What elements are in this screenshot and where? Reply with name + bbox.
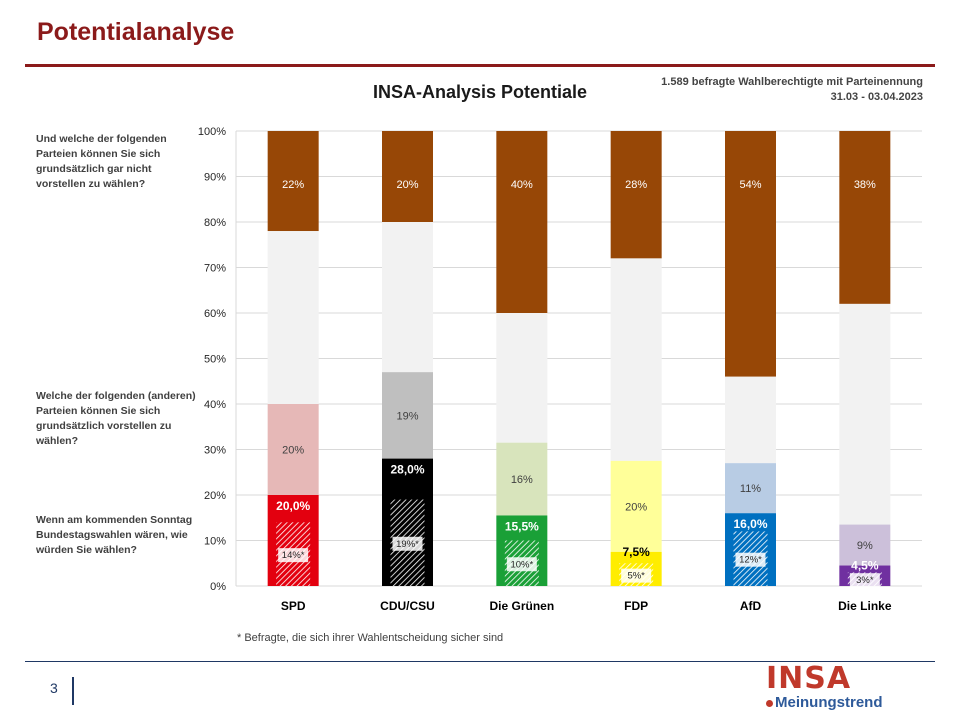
x-category-label: FDP [624, 599, 648, 613]
neutral-bar [267, 231, 319, 404]
certain-voters-label-box [392, 536, 423, 551]
potential-bar [839, 524, 891, 566]
certain-voters-label: 14%* [282, 550, 305, 561]
potential-bar [267, 404, 319, 495]
y-tick-label: 80% [204, 217, 226, 229]
potential-label: 20% [625, 501, 647, 513]
y-tick-label: 20% [204, 490, 226, 502]
rejection-label: 20% [396, 179, 418, 191]
rejection-label: 38% [854, 179, 876, 191]
logo-dot-icon [766, 699, 773, 707]
neutral-bar [382, 222, 433, 373]
y-tick-label: 70% [204, 263, 226, 275]
certain-voters-label-box [735, 552, 766, 567]
vote-intention-label: 20,0% [276, 499, 310, 513]
y-tick-label: 90% [204, 172, 226, 184]
sample-size-label: 1.589 befragte Wahlberechtigte mit Parte… [661, 76, 923, 88]
grid-lines [236, 130, 922, 587]
potential-bar [496, 442, 548, 516]
rejection-label: 22% [282, 179, 304, 191]
rejection-label: 28% [625, 179, 647, 191]
logo-subtitle: Meinungstrend [775, 694, 883, 711]
question-vote-intention: Wenn am kommenden Sonntag Bundestagswahl… [36, 514, 193, 556]
footnote: * Befragte, die sich ihrer Wahlentscheid… [237, 632, 504, 644]
vote-intention-label: 16,0% [733, 517, 767, 531]
potential-bar [382, 372, 433, 459]
potential-label: 20% [282, 445, 304, 457]
potential-label: 19% [396, 410, 418, 422]
potential-bar [610, 460, 662, 552]
sample-info: 1.589 befragte Wahlberechtigte mit Parte… [661, 75, 923, 105]
rejection-bar [725, 131, 776, 377]
rejection-bar [610, 131, 662, 259]
data-labels: 22% 20% 20,0% 14%* 20% 19% 28,0% 19%* 40% 16% 15,5… [276, 179, 880, 588]
vote-intention-label: 7,5% [622, 545, 650, 559]
insa-logo: INSA Meinungstrend [766, 664, 916, 714]
logo-wordmark: INSA [766, 661, 852, 696]
vote-intention-label: 15,5% [505, 519, 539, 533]
y-axis: 0% 10% 20% 30% 40% 50% 60% 70% 80% 90% 100% SPD CDU/… [198, 126, 892, 613]
potential-label: 9% [857, 540, 873, 552]
x-category-label: Die Linke [838, 599, 892, 613]
x-category-label: AfD [740, 599, 762, 613]
certain-voters-label-box [849, 573, 880, 588]
y-tick-label: 0% [210, 581, 226, 593]
bars [267, 131, 891, 586]
x-category-label: SPD [281, 599, 306, 613]
page-number: 3 [50, 680, 58, 696]
rejection-bar [839, 131, 891, 304]
rejection-label: 40% [511, 179, 533, 191]
potential-label: 16% [511, 474, 533, 486]
y-tick-label: 40% [204, 399, 226, 411]
y-tick-label: 50% [204, 354, 226, 366]
certain-voters-label: 19%* [396, 539, 419, 550]
rejection-bar [267, 131, 319, 232]
y-tick-label: 30% [204, 445, 226, 457]
certain-voters-label: 5%* [627, 571, 645, 582]
certain-voters-label: 12%* [739, 555, 762, 566]
certain-voters-label-box [278, 548, 309, 563]
vote-intention-label: 28,0% [390, 463, 424, 477]
rejection-label: 54% [739, 179, 761, 191]
page-title: Potentialanalyse [37, 18, 235, 46]
x-category-label: Die Grünen [489, 599, 554, 613]
potential-bar [725, 463, 776, 514]
certain-voters-label: 3%* [856, 575, 874, 586]
question-potential: Welche der folgenden (anderen) Parteien … [36, 390, 196, 447]
survey-period-label: 31.03 - 03.04.2023 [830, 91, 923, 103]
page-number-bar [72, 677, 74, 705]
neutral-bar [725, 376, 776, 464]
neutral-bar [839, 303, 891, 525]
neutral-bar [496, 313, 548, 443]
y-tick-label: 60% [204, 308, 226, 320]
certain-voters-label: 10%* [510, 559, 533, 570]
rejection-bar [382, 131, 433, 222]
question-rejection: Und welche der folgenden Parteien können… [36, 133, 167, 190]
certain-voters-label-box [506, 557, 537, 572]
title-divider [25, 64, 935, 67]
neutral-bar [610, 258, 662, 461]
x-category-label: CDU/CSU [380, 599, 435, 613]
y-tick-label: 100% [198, 126, 226, 138]
footer-divider [25, 661, 935, 662]
potential-label: 11% [740, 483, 761, 495]
chart-title: INSA-Analysis Potentiale [372, 82, 588, 102]
certain-voters-label-box [621, 568, 652, 583]
vote-intention-label: 4,5% [851, 559, 879, 573]
rejection-bar [496, 131, 548, 313]
y-tick-label: 10% [204, 536, 226, 548]
